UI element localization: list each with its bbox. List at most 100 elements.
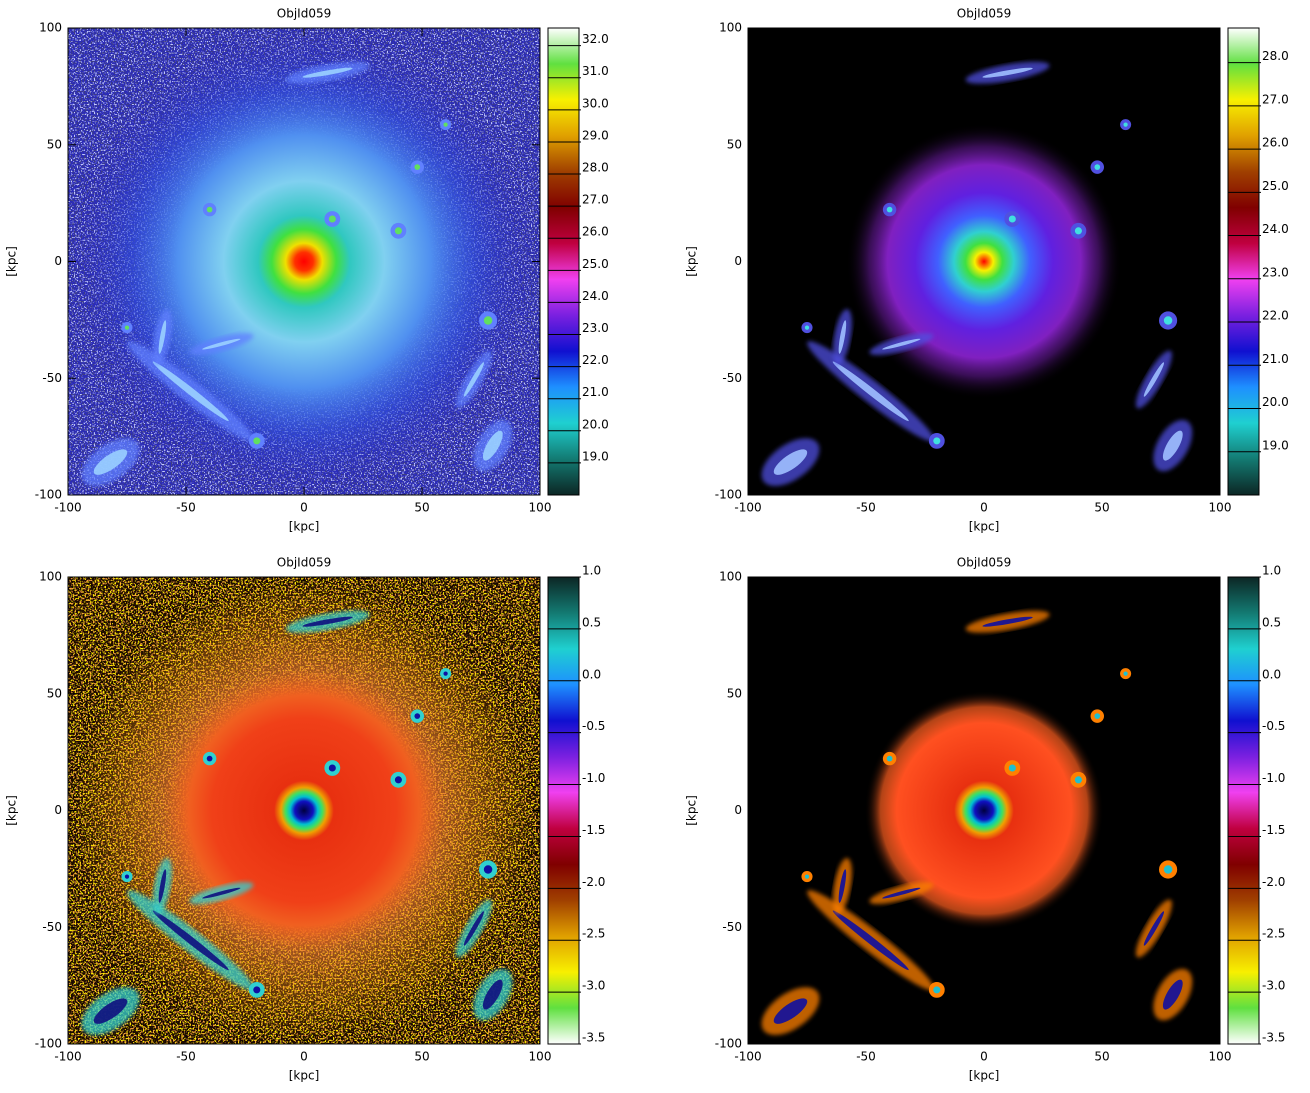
y-tick-label: 50 bbox=[47, 137, 62, 151]
panel: ObjId059 [kpc] [kpc] -100 -50 0 50 100 -100 -50 0 5… bbox=[5, 7, 609, 534]
satellite-core bbox=[394, 227, 402, 235]
colorbar-tick-label: 24.0 bbox=[582, 289, 609, 303]
colorbar-tick-label: -0.5 bbox=[1262, 719, 1285, 733]
stream-core bbox=[982, 67, 1033, 78]
chart-title: ObjId059 bbox=[277, 7, 331, 21]
image bbox=[68, 28, 540, 495]
chart-title: ObjId059 bbox=[957, 556, 1011, 570]
galaxy-halo bbox=[74, 580, 534, 1041]
colorbar-tick-label: -3.0 bbox=[1262, 979, 1285, 993]
stream-core bbox=[463, 911, 485, 946]
panel: ObjId059 [kpc] [kpc] -100 -50 0 50 100 -100 -50 0 5… bbox=[685, 556, 1286, 1083]
colorbar-tick-label: 20.0 bbox=[1262, 395, 1289, 409]
satellite-core bbox=[1008, 764, 1016, 772]
y-tick-label: -100 bbox=[35, 1037, 62, 1051]
y-tick-label: 100 bbox=[719, 570, 742, 584]
x-axis-label: [kpc] bbox=[289, 1069, 320, 1083]
y-tick-label: -50 bbox=[722, 920, 742, 934]
x-axis-label: [kpc] bbox=[969, 1069, 1000, 1083]
satellite-core bbox=[886, 755, 893, 762]
panel: ObjId059 [kpc] [kpc] -100 -50 0 50 100 -100 -50 0 5… bbox=[5, 556, 606, 1083]
colorbar-tick-label: 21.0 bbox=[1262, 352, 1289, 366]
satellite-core bbox=[483, 865, 493, 874]
colorbar-tick-label: 32.0 bbox=[582, 32, 609, 46]
x-axis-label: [kpc] bbox=[969, 520, 1000, 534]
colorbar-tick-label: 21.0 bbox=[582, 385, 609, 399]
x-tick-label: 100 bbox=[529, 1050, 552, 1064]
colorbar-tick-label: 24.0 bbox=[1262, 222, 1289, 236]
stream-core bbox=[93, 998, 128, 1024]
y-tick-label: -50 bbox=[42, 371, 62, 385]
colorbar-tick-label: -3.5 bbox=[582, 1031, 605, 1045]
satellite-core bbox=[253, 986, 261, 994]
colorbar-tick-label: 30.0 bbox=[582, 96, 609, 110]
satellite-core bbox=[1074, 776, 1082, 784]
stream-core bbox=[158, 320, 167, 354]
colorbar-tick-label: 20.0 bbox=[582, 417, 609, 431]
y-tick-label: -100 bbox=[35, 488, 62, 502]
colorbar-tick-label: 1.0 bbox=[1262, 564, 1281, 578]
y-tick-label: 50 bbox=[47, 686, 62, 700]
satellite-core bbox=[328, 215, 336, 223]
colorbar-tick-label: -2.5 bbox=[1262, 927, 1285, 941]
satellite-core bbox=[886, 206, 893, 213]
x-tick-label: -100 bbox=[734, 501, 761, 515]
colorbar-tick-label: 23.0 bbox=[1262, 265, 1289, 279]
satellite-core bbox=[206, 755, 213, 762]
colorbar-tick-label: -3.0 bbox=[582, 979, 605, 993]
colorbar-tick-label: 31.0 bbox=[582, 64, 609, 78]
colorbar bbox=[547, 576, 580, 1045]
x-tick-label: -50 bbox=[176, 501, 196, 515]
colorbar-tick-label: 26.0 bbox=[1262, 136, 1289, 150]
x-tick-label: -100 bbox=[734, 1050, 761, 1064]
stream-core bbox=[882, 887, 921, 899]
stream-core bbox=[202, 887, 241, 899]
colorbar-tick-label: -2.0 bbox=[582, 875, 605, 889]
x-tick-label: -100 bbox=[54, 501, 81, 515]
y-tick-label: -100 bbox=[715, 1037, 742, 1051]
colorbar-tick-label: 28.0 bbox=[1262, 49, 1289, 63]
stream-core bbox=[1143, 911, 1165, 946]
y-tick-label: 0 bbox=[54, 254, 62, 268]
colorbar-tick-label: -1.5 bbox=[582, 823, 605, 837]
satellite-core bbox=[443, 671, 448, 676]
colorbar-tick-label: -1.5 bbox=[1262, 823, 1285, 837]
image bbox=[748, 28, 1220, 495]
stream-core bbox=[773, 449, 808, 475]
x-tick-label: -100 bbox=[54, 1050, 81, 1064]
stream-core bbox=[93, 449, 128, 475]
colorbar-tick-label: -0.5 bbox=[582, 719, 605, 733]
satellite-core bbox=[933, 437, 941, 445]
y-tick-label: 100 bbox=[39, 570, 62, 584]
stream-core bbox=[463, 362, 485, 397]
colorbar-tick-label: 25.0 bbox=[582, 257, 609, 271]
colorbar-tick-label: -2.0 bbox=[1262, 875, 1285, 889]
satellite-core bbox=[804, 325, 810, 330]
y-tick-label: 100 bbox=[719, 21, 742, 35]
x-axis-label: [kpc] bbox=[289, 520, 320, 534]
satellite-core bbox=[1123, 122, 1128, 127]
stream-core bbox=[1162, 430, 1183, 461]
y-tick-label: 0 bbox=[734, 803, 742, 817]
y-tick-label: 50 bbox=[727, 686, 742, 700]
satellite-core bbox=[483, 316, 493, 325]
colorbar-tick-label: 1.0 bbox=[582, 564, 601, 578]
colorbar-tick-label: 0.5 bbox=[582, 615, 601, 629]
satellite-core bbox=[206, 206, 213, 213]
colorbar bbox=[547, 27, 580, 496]
x-tick-label: -50 bbox=[856, 1050, 876, 1064]
stream-core bbox=[302, 616, 353, 627]
colorbar-tick-label: 27.0 bbox=[582, 193, 609, 207]
satellite-core bbox=[124, 325, 130, 330]
y-axis-label: [kpc] bbox=[685, 795, 699, 826]
x-tick-label: 0 bbox=[300, 1050, 308, 1064]
y-tick-label: 0 bbox=[734, 254, 742, 268]
stream-core bbox=[482, 979, 503, 1010]
y-tick-label: 0 bbox=[54, 803, 62, 817]
colorbar-tick-label: 27.0 bbox=[1262, 92, 1289, 106]
x-tick-label: 50 bbox=[414, 1050, 429, 1064]
stream-core bbox=[1143, 362, 1165, 397]
stream-core bbox=[773, 998, 808, 1024]
colorbar-tick-label: 0.5 bbox=[1262, 615, 1281, 629]
